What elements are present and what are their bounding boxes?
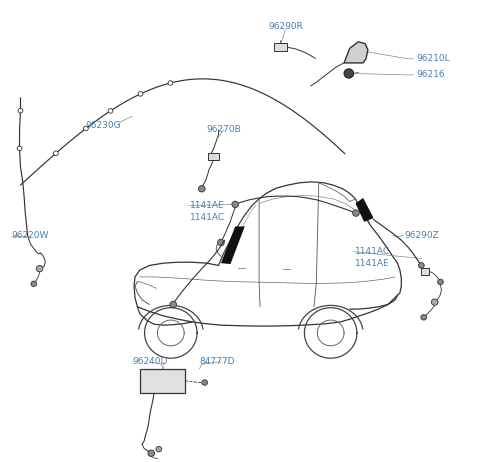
Circle shape: [36, 266, 43, 272]
Circle shape: [202, 380, 207, 385]
Circle shape: [18, 109, 23, 113]
Circle shape: [232, 201, 239, 207]
Circle shape: [421, 315, 427, 320]
Text: 96290R: 96290R: [268, 22, 303, 31]
Circle shape: [168, 81, 173, 85]
Circle shape: [108, 109, 113, 113]
Circle shape: [17, 146, 22, 151]
Circle shape: [199, 186, 205, 192]
Text: 1141AE: 1141AE: [355, 259, 389, 267]
Text: 96230G: 96230G: [85, 121, 120, 130]
Circle shape: [217, 239, 224, 246]
Circle shape: [344, 69, 354, 78]
Text: 1141AE: 1141AE: [190, 201, 225, 210]
Circle shape: [156, 446, 162, 452]
Circle shape: [31, 281, 36, 286]
Bar: [208, 153, 218, 160]
Text: 1141AC: 1141AC: [190, 213, 225, 222]
Circle shape: [54, 151, 58, 156]
Bar: [140, 369, 185, 393]
Circle shape: [84, 126, 88, 131]
Circle shape: [438, 279, 444, 285]
Text: 96240D: 96240D: [132, 358, 168, 366]
Text: 96290Z: 96290Z: [405, 231, 439, 240]
Bar: [421, 268, 430, 274]
Bar: [274, 43, 287, 51]
Text: 1141AC: 1141AC: [355, 247, 390, 256]
Polygon shape: [356, 198, 373, 222]
Polygon shape: [221, 226, 245, 264]
Circle shape: [148, 450, 155, 456]
Circle shape: [138, 91, 143, 96]
Circle shape: [170, 301, 177, 308]
Text: 84777D: 84777D: [199, 358, 235, 366]
Text: 96210L: 96210L: [417, 55, 450, 63]
Text: 96270B: 96270B: [206, 126, 241, 134]
Text: 96216: 96216: [417, 70, 445, 79]
Polygon shape: [344, 42, 368, 63]
Circle shape: [353, 210, 360, 216]
Circle shape: [419, 263, 424, 268]
Text: 96220W: 96220W: [11, 231, 48, 240]
Circle shape: [432, 299, 438, 305]
